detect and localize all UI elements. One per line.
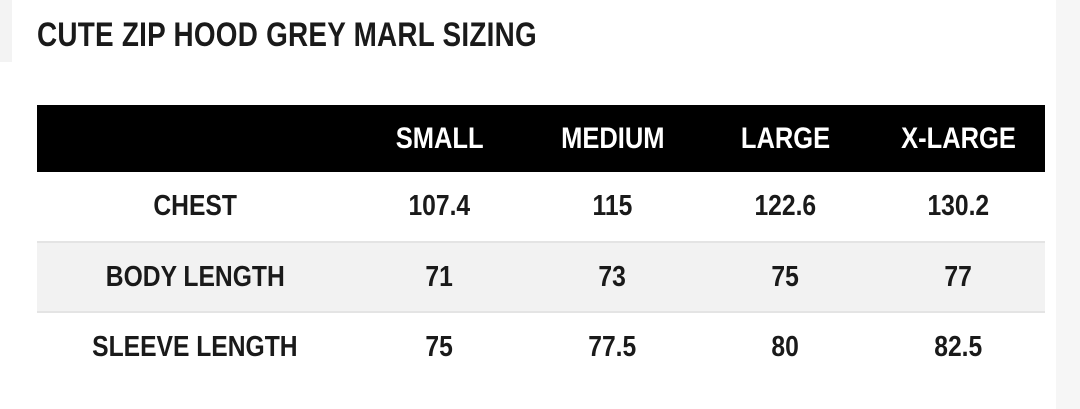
table-row: SLEEVE LENGTH 75 77.5 80 82.5 (37, 312, 1045, 382)
measurement: 75 (425, 331, 454, 363)
measurement: 122.6 (754, 190, 817, 222)
header-row: SMALL MEDIUM LARGE X-LARGE (37, 105, 1045, 172)
table-row: BODY LENGTH 71 73 75 77 (37, 242, 1045, 312)
value-cell: 107.4 (353, 172, 526, 242)
header-cell: LARGE (699, 105, 872, 172)
column-label: MEDIUM (560, 121, 665, 155)
value-cell: 77.5 (526, 312, 699, 382)
size-table: SMALL MEDIUM LARGE X-LARGE CHEST 107.4 115 122… (37, 105, 1045, 382)
measurement: 77 (944, 260, 973, 293)
background-edge (0, 0, 12, 62)
background-edge (1056, 0, 1080, 409)
value-cell: 75 (353, 312, 526, 382)
measurement: 73 (598, 260, 627, 293)
row-label: BODY LENGTH (105, 260, 285, 293)
header-cell: X-LARGE (872, 105, 1045, 172)
value-cell: 82.5 (872, 312, 1045, 382)
row-label-cell: SLEEVE LENGTH (37, 312, 353, 382)
measurement: 115 (592, 190, 633, 222)
header-cell: MEDIUM (526, 105, 699, 172)
measurement: 107.4 (408, 190, 471, 222)
measurement: 80 (771, 331, 800, 363)
value-cell: 73 (526, 242, 699, 312)
header-cell: SMALL (353, 105, 526, 172)
measurement: 130.2 (927, 190, 990, 222)
measurement: 75 (771, 260, 800, 293)
value-cell: 122.6 (699, 172, 872, 242)
table-row: CHEST 107.4 115 122.6 130.2 (37, 172, 1045, 242)
title: CUTE ZIP HOOD GREY MARL SIZING (37, 16, 537, 54)
measurement: 71 (425, 260, 454, 293)
row-label-cell: BODY LENGTH (37, 242, 353, 312)
column-label: SMALL (395, 121, 484, 155)
value-cell: 115 (526, 172, 699, 242)
value-cell: 71 (353, 242, 526, 312)
measurement: 82.5 (934, 331, 983, 363)
header-cell (37, 105, 353, 172)
value-cell: 77 (872, 242, 1045, 312)
table-header: SMALL MEDIUM LARGE X-LARGE (37, 105, 1045, 172)
row-label-cell: CHEST (37, 172, 353, 242)
column-label: LARGE (740, 121, 831, 155)
measurement: 77.5 (588, 331, 637, 363)
row-label: SLEEVE LENGTH (92, 331, 298, 363)
table-body: CHEST 107.4 115 122.6 130.2 BODY LENGTH 71 73 75… (37, 172, 1045, 382)
value-cell: 130.2 (872, 172, 1045, 242)
value-cell: 75 (699, 242, 872, 312)
value-cell: 80 (699, 312, 872, 382)
row-label: CHEST (153, 190, 237, 222)
column-label: X-LARGE (901, 121, 1016, 155)
